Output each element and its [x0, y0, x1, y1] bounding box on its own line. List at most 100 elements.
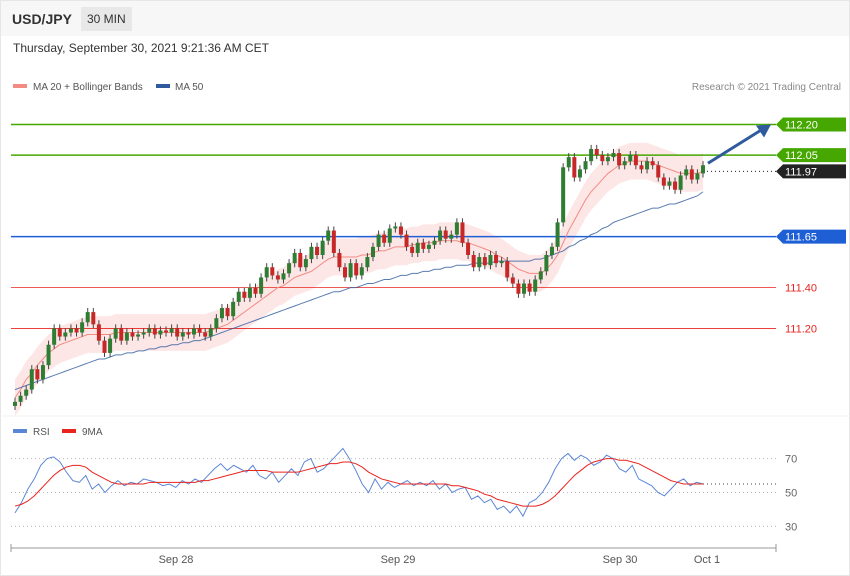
candle [354, 259, 359, 280]
candle-body [108, 338, 113, 353]
candle [113, 324, 118, 343]
candle-body [264, 267, 269, 278]
candle [589, 144, 594, 166]
candle [359, 263, 364, 280]
candle-body [180, 332, 185, 337]
rsi-line [14, 447, 704, 518]
candle [538, 267, 543, 284]
candle [147, 324, 152, 337]
candle [555, 218, 560, 251]
candle-body [678, 175, 683, 190]
candle-body [387, 228, 392, 243]
candle [186, 328, 191, 339]
candle-body [136, 334, 141, 337]
candle-body [421, 242, 426, 249]
level-tag-label: 111.97 [785, 166, 817, 178]
candle-body [96, 324, 101, 341]
time-axis-ticks: Sep 28 Sep 29 Sep 30 Oct 1 [10, 544, 777, 566]
candle-body [650, 161, 655, 166]
level-tag [776, 148, 846, 163]
header-bar: USD/JPY 30 MIN [1, 1, 849, 36]
candle-body [359, 267, 364, 276]
candle [219, 303, 224, 323]
candle-body [169, 328, 174, 333]
candle-body [622, 161, 627, 166]
rsi-9ma-line [14, 458, 703, 507]
candle [432, 236, 437, 249]
candle [124, 328, 129, 345]
candle [482, 252, 487, 270]
legend-swatch-ma50 [156, 84, 170, 88]
candle-body [505, 261, 510, 278]
candle-body [510, 277, 515, 284]
candle [315, 242, 320, 260]
candle-body [113, 328, 118, 339]
candle-body [219, 308, 224, 319]
candle [102, 336, 107, 357]
level-tag-label: 112.05 [785, 150, 818, 162]
candle [466, 238, 471, 260]
candle-body [164, 330, 169, 333]
rsi-tick-label: 70 [785, 454, 797, 466]
candle-body [225, 308, 230, 317]
copyright: Research © 2021 Trading Central [692, 82, 841, 93]
candle [494, 250, 499, 268]
candle [85, 308, 90, 327]
level-tag-label: 111.65 [785, 232, 817, 244]
candle [164, 326, 169, 337]
candle [259, 273, 264, 298]
candle [673, 177, 678, 194]
candle [281, 269, 286, 284]
candle-body [298, 252, 303, 268]
rsi-pane: 70 50 30 [11, 447, 797, 533]
candle-body [617, 153, 622, 166]
candle-body [393, 226, 398, 229]
timeframe-badge[interactable]: 30 MIN [81, 7, 132, 31]
candle-body [343, 267, 348, 278]
candle-body [438, 230, 443, 241]
level-tag [776, 164, 846, 179]
candle-body [600, 155, 605, 162]
candle [678, 171, 683, 194]
candle [471, 250, 476, 272]
time-tick-label: Sep 30 [603, 554, 638, 566]
candle [477, 252, 482, 272]
candle-body [533, 279, 538, 292]
candle-body [331, 230, 336, 253]
candle-body [158, 330, 163, 335]
candle-body [477, 257, 482, 268]
candle-body [365, 257, 370, 268]
candle [68, 324, 73, 337]
candle [415, 238, 420, 258]
candle [650, 157, 655, 170]
time-axis: Sep 28 Sep 29 Sep 30 Oct 1 [10, 544, 777, 566]
candle-body [538, 271, 543, 280]
candle [639, 161, 644, 174]
candle-body [695, 173, 700, 180]
candle-body [203, 332, 208, 337]
candle-body [91, 312, 96, 325]
candle-body [208, 328, 213, 337]
candle-body [661, 177, 666, 186]
candle [242, 287, 247, 302]
candle [661, 173, 666, 190]
forecast-arrow [707, 124, 771, 165]
candle [667, 177, 672, 190]
candle-body [656, 165, 661, 178]
candle [510, 273, 515, 288]
candle-body [426, 244, 431, 249]
candle-body [589, 148, 594, 162]
candle-body [253, 287, 258, 294]
candle [583, 157, 588, 174]
candle-body [611, 153, 616, 158]
ma50-line [14, 191, 704, 391]
candle-body [35, 369, 40, 380]
candle-body [40, 365, 45, 380]
candle [108, 334, 113, 357]
candle-body [639, 165, 644, 170]
candle [57, 324, 62, 341]
candle [169, 324, 174, 337]
level-tags: 112.20 112.05 111.97 111.65 111.40 111.20 [776, 117, 846, 335]
candle-body [147, 328, 152, 333]
